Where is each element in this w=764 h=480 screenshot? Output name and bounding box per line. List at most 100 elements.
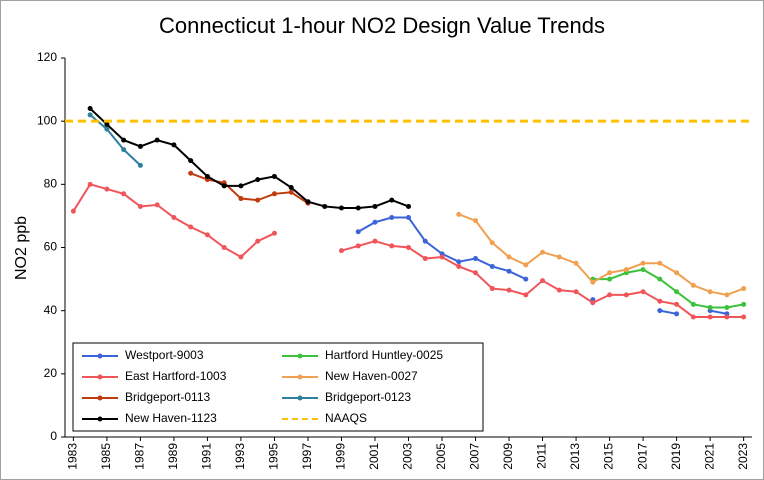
data-point [204, 232, 210, 238]
legend-label: New Haven-1123 [125, 411, 217, 425]
x-tick-label: 1991 [200, 443, 214, 470]
legend-label: Bridgeport-0123 [325, 390, 411, 404]
x-tick-label: 2015 [602, 443, 616, 470]
data-point [607, 276, 613, 282]
data-point [389, 197, 395, 203]
data-point [221, 183, 227, 189]
series-line [89, 107, 409, 210]
data-point [271, 230, 277, 236]
data-point [724, 305, 730, 311]
x-tick-label: 2023 [736, 443, 750, 470]
data-point [657, 276, 663, 282]
data-point [204, 173, 210, 179]
data-point [305, 199, 311, 205]
x-tick-label: 2001 [367, 443, 381, 470]
data-point [556, 287, 562, 293]
y-tick-label: 60 [44, 240, 58, 254]
x-tick-label: 2019 [669, 443, 683, 470]
data-point [171, 214, 177, 220]
y-axis-label: NO2 ppb [13, 216, 30, 280]
data-point [104, 186, 110, 192]
data-point [372, 219, 378, 225]
data-point [556, 254, 562, 260]
y-tick-label: 100 [37, 113, 57, 127]
data-point [154, 202, 160, 208]
data-point [238, 183, 244, 189]
legend-marker [297, 395, 303, 401]
data-point [171, 142, 177, 148]
data-point [707, 289, 713, 295]
data-point [238, 196, 244, 202]
data-point [406, 214, 411, 220]
data-point [255, 197, 261, 203]
y-tick-label: 120 [37, 50, 57, 64]
data-point [188, 224, 194, 230]
data-point [674, 301, 680, 307]
y-tick-label: 40 [44, 303, 58, 317]
data-point [137, 162, 143, 168]
legend-label: Westport-9003 [125, 348, 204, 362]
data-point [523, 276, 529, 282]
legend-label: New Haven-0027 [325, 369, 418, 383]
data-point [288, 184, 294, 190]
x-tick-label: 1997 [300, 443, 314, 470]
data-point [690, 314, 696, 320]
x-tick-label: 2017 [635, 443, 649, 470]
data-point [623, 292, 629, 298]
data-point [456, 259, 462, 265]
data-point [137, 143, 143, 149]
data-point [473, 218, 479, 224]
data-point [523, 262, 529, 268]
data-point [188, 170, 194, 176]
data-point [70, 208, 76, 214]
data-point [355, 205, 361, 211]
data-point [288, 189, 294, 195]
x-tick-label: 1999 [334, 443, 348, 470]
data-point [523, 292, 529, 298]
data-point [506, 287, 512, 293]
legend-marker [97, 416, 103, 422]
data-point [255, 177, 261, 183]
data-point [104, 126, 110, 132]
data-point [741, 286, 747, 292]
data-point [87, 112, 93, 118]
data-point [540, 278, 546, 284]
data-point [104, 121, 110, 127]
data-point [372, 238, 378, 244]
series-line [190, 172, 309, 205]
y-tick-label: 0 [50, 429, 57, 443]
data-point [87, 106, 93, 112]
data-point [422, 256, 428, 262]
data-point [406, 203, 411, 209]
legend-label: NAAQS [325, 411, 367, 425]
data-point [489, 286, 495, 292]
data-point [422, 238, 428, 244]
data-point [506, 268, 512, 274]
data-point [271, 191, 277, 197]
legend-label: East Hartford-1003 [125, 369, 227, 383]
data-point [607, 270, 613, 276]
data-point [338, 248, 344, 254]
y-tick-label: 80 [44, 177, 58, 191]
data-point [741, 314, 747, 320]
data-point [389, 243, 395, 249]
legend-marker [97, 353, 103, 359]
data-point [238, 254, 244, 260]
x-tick-label: 2011 [535, 443, 549, 469]
data-point [540, 249, 546, 255]
x-tick-label: 2013 [568, 443, 582, 470]
data-point [87, 181, 93, 187]
data-point [590, 300, 596, 306]
legend-marker [97, 395, 103, 401]
data-point [607, 292, 613, 298]
data-point [623, 267, 629, 273]
x-tick-label: 1989 [166, 443, 180, 470]
data-point [406, 245, 411, 250]
data-point [456, 263, 462, 269]
data-point [640, 289, 646, 295]
data-point [322, 203, 328, 209]
legend-marker [297, 353, 303, 359]
data-point [255, 238, 261, 244]
data-point [121, 147, 127, 153]
series-line [592, 268, 744, 309]
